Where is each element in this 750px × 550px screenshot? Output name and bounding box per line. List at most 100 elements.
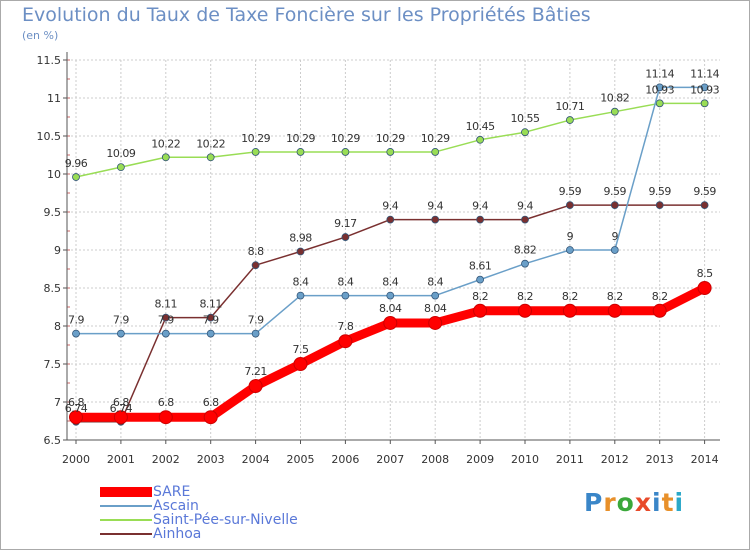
data-point [161, 153, 170, 162]
data-point [655, 83, 664, 92]
x-tick-label: 2009 [466, 453, 494, 466]
data-point [700, 201, 709, 210]
data-point [700, 83, 709, 92]
data-label: 9.4 [382, 200, 398, 213]
data-label: 10.55 [511, 112, 540, 125]
data-point [431, 291, 440, 300]
data-label: 8.2 [607, 290, 623, 303]
data-label: 10.22 [196, 137, 225, 150]
data-label: 10.22 [151, 137, 180, 150]
data-point [69, 410, 83, 425]
data-point [386, 215, 395, 224]
data-label: 6.8 [158, 396, 174, 409]
proxiti-logo: Proxiti [584, 488, 684, 517]
data-label: 6.8 [113, 396, 129, 409]
data-point [610, 246, 619, 254]
legend-swatch [100, 487, 152, 497]
data-point [476, 135, 485, 144]
legend-label: Saint-Pée-sur-Nivelle [153, 512, 298, 528]
logo-letter: i [652, 488, 662, 517]
data-label: 10.71 [555, 100, 584, 113]
data-label: 7.9 [158, 314, 174, 327]
data-point [113, 410, 128, 425]
data-label: 8.04 [379, 302, 402, 315]
legend-label: Ainhoa [153, 526, 202, 542]
data-label: 10.29 [376, 132, 405, 145]
data-label: 7.21 [244, 365, 267, 378]
data-point [296, 247, 305, 256]
x-tick-label: 2014 [691, 453, 719, 466]
data-point [72, 329, 80, 338]
data-label: 8.11 [155, 298, 178, 311]
y-tick-label: 7 [54, 396, 61, 409]
data-point [521, 128, 529, 137]
data-point [341, 291, 350, 300]
legend-swatch [100, 533, 152, 535]
data-label: 8.4 [337, 276, 353, 289]
data-label: 7.5 [293, 343, 309, 356]
logo-letter: o [616, 488, 635, 517]
data-label: 8.2 [472, 290, 488, 303]
legend-label: Ascain [153, 498, 199, 514]
data-point [473, 303, 488, 318]
data-label: 9.59 [604, 185, 627, 198]
x-tick-label: 2005 [287, 453, 315, 466]
x-tick-label: 2002 [152, 453, 180, 466]
x-tick-label: 2013 [646, 453, 674, 466]
y-tick-label: 10 [47, 168, 61, 181]
data-label: 9.59 [559, 185, 582, 198]
data-point [476, 215, 485, 224]
data-point [72, 173, 80, 181]
data-point [251, 329, 260, 338]
x-tick-label: 2007 [376, 453, 404, 466]
data-label: 9.59 [693, 185, 716, 198]
logo-letter: P [584, 488, 604, 517]
data-point [158, 410, 173, 425]
logo-letter: i [674, 488, 685, 517]
data-point [476, 275, 485, 284]
data-label: 8.2 [652, 290, 668, 303]
data-point [296, 291, 305, 300]
data-point [655, 201, 664, 210]
data-point [248, 379, 263, 394]
y-tick-label: 9.5 [44, 206, 62, 219]
data-point [251, 261, 260, 270]
data-label: 9 [612, 230, 619, 243]
data-point [562, 303, 577, 318]
data-label: 10.82 [600, 92, 629, 105]
logo-letter: x [634, 488, 652, 517]
data-point [386, 291, 395, 300]
data-label: 8.4 [427, 276, 443, 289]
data-label: 8.98 [289, 232, 312, 245]
y-tick-label: 10.5 [37, 130, 62, 143]
data-point [610, 107, 619, 116]
data-label: 9.4 [517, 200, 533, 213]
data-label: 7.9 [248, 314, 264, 327]
data-point [161, 313, 170, 322]
data-label: 6.8 [68, 396, 84, 409]
data-label: 7.8 [337, 320, 353, 333]
data-point [251, 148, 260, 156]
x-tick-label: 2012 [601, 453, 629, 466]
data-label: 8.4 [382, 276, 398, 289]
chart-title: Evolution du Taux de Taxe Foncière sur l… [22, 4, 591, 26]
data-point [655, 99, 664, 108]
data-label: 10.29 [286, 132, 315, 145]
data-point [607, 303, 622, 318]
data-label: 10.93 [645, 83, 674, 96]
x-tick-label: 2001 [107, 453, 135, 466]
data-label: 8.61 [469, 260, 492, 273]
data-point [161, 329, 170, 338]
logo-letter: t [661, 488, 675, 517]
data-label: 8.82 [514, 244, 537, 257]
data-point [697, 281, 712, 295]
data-point [203, 410, 218, 425]
data-label: 6.74 [110, 402, 133, 415]
data-point [521, 215, 529, 224]
data-point [428, 315, 443, 330]
data-point [431, 215, 440, 224]
data-label: 9.4 [472, 200, 488, 213]
data-label: 8.04 [424, 302, 447, 315]
data-point [566, 201, 574, 210]
